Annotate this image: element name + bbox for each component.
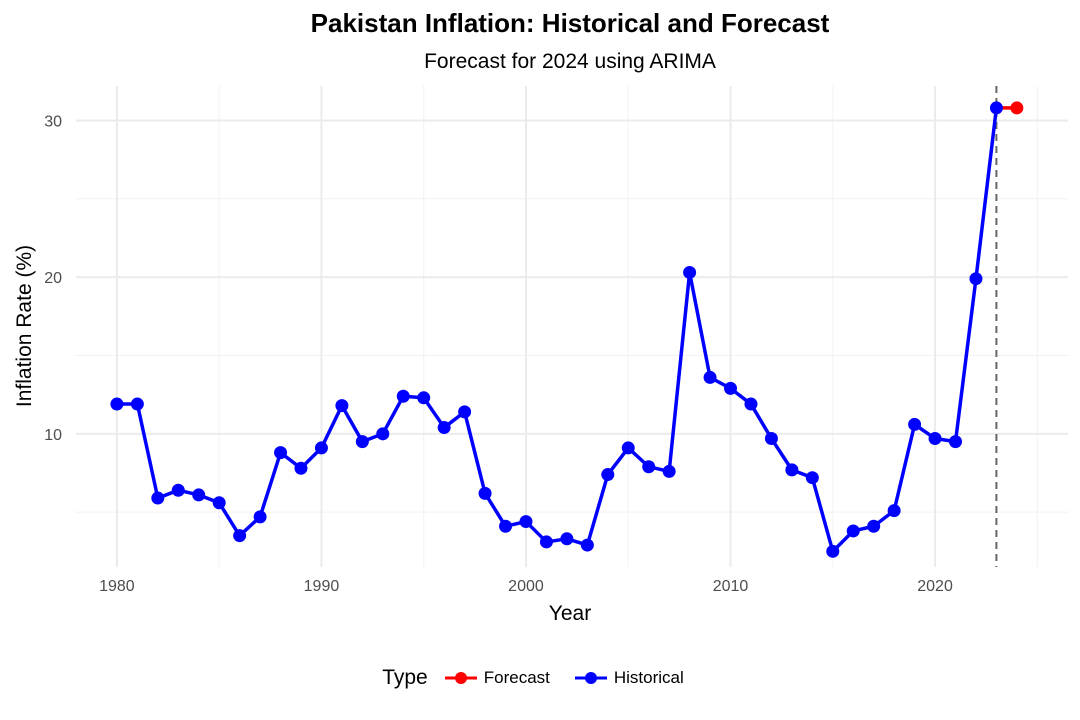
historical-point: [744, 397, 758, 411]
historical-point: [458, 405, 472, 419]
historical-point: [846, 524, 860, 538]
historical-point: [355, 435, 369, 449]
historical-point: [642, 460, 656, 474]
historical-point: [580, 538, 594, 552]
historical-point: [335, 399, 349, 413]
historical-point: [785, 463, 799, 477]
historical-point: [437, 421, 451, 435]
historical-point: [601, 468, 615, 482]
chart-subtitle: Forecast for 2024 using ARIMA: [424, 50, 716, 73]
historical-point: [969, 272, 983, 286]
historical-point: [826, 544, 840, 558]
y-tick-label: 20: [44, 270, 62, 287]
historical-point: [499, 519, 513, 533]
historical-point: [662, 464, 676, 478]
historical-point: [683, 265, 697, 279]
legend-item-forecast: Forecast: [444, 668, 550, 688]
legend-title: Type: [382, 666, 428, 689]
historical-point: [703, 370, 717, 384]
series-layer: [110, 101, 1024, 558]
x-tick-label: 2000: [508, 578, 544, 595]
historical-point: [560, 532, 574, 546]
historical-point: [519, 515, 533, 529]
historical-point: [928, 432, 942, 446]
historical-point: [724, 381, 738, 395]
historical-point: [539, 535, 553, 549]
historical-point: [151, 491, 165, 505]
historical-point: [274, 446, 288, 460]
historical-point: [294, 461, 308, 475]
historical-point: [192, 488, 206, 502]
x-axis-label: Year: [549, 602, 591, 625]
forecast-point: [1010, 101, 1024, 115]
grid-lines: [76, 86, 1068, 567]
historical-point: [253, 510, 267, 524]
x-tick-label: 1980: [99, 578, 135, 595]
legend-item-historical: Historical: [574, 668, 684, 688]
y-tick-label: 30: [44, 113, 62, 130]
legend-label-historical: Historical: [613, 668, 684, 687]
chart-title: Pakistan Inflation: Historical and Forec…: [310, 8, 830, 38]
historical-point: [989, 101, 1003, 115]
x-tick-label: 2010: [713, 578, 749, 595]
historical-point: [887, 504, 901, 518]
x-tick-label: 1990: [304, 578, 340, 595]
historical-point: [376, 427, 390, 441]
historical-point: [949, 435, 963, 449]
historical-line: [116, 107, 999, 554]
historical-point: [908, 417, 922, 431]
historical-point: [478, 486, 492, 500]
historical-point: [212, 496, 226, 510]
historical-point: [233, 529, 247, 543]
legend-label-forecast: Forecast: [483, 668, 550, 687]
historical-point: [314, 441, 328, 455]
x-tick-label: 2020: [917, 578, 953, 595]
legend-key-historical: [574, 670, 608, 686]
historical-point: [417, 391, 431, 405]
y-tick-label: 10: [44, 427, 62, 444]
historical-point: [110, 397, 124, 411]
historical-point: [621, 441, 635, 455]
legend-key-forecast: [444, 670, 478, 686]
historical-point: [396, 389, 410, 403]
historical-point: [805, 471, 819, 485]
axis-layer: 1980 1990 2000 2010 2020 10 20 30: [44, 113, 953, 595]
historical-point: [130, 397, 144, 411]
y-axis-label: Inflation Rate (%): [13, 245, 36, 407]
historical-point: [764, 432, 778, 446]
historical-point: [171, 483, 185, 497]
historical-point: [867, 519, 881, 533]
legend: Type Forecast Historical: [0, 666, 1080, 690]
